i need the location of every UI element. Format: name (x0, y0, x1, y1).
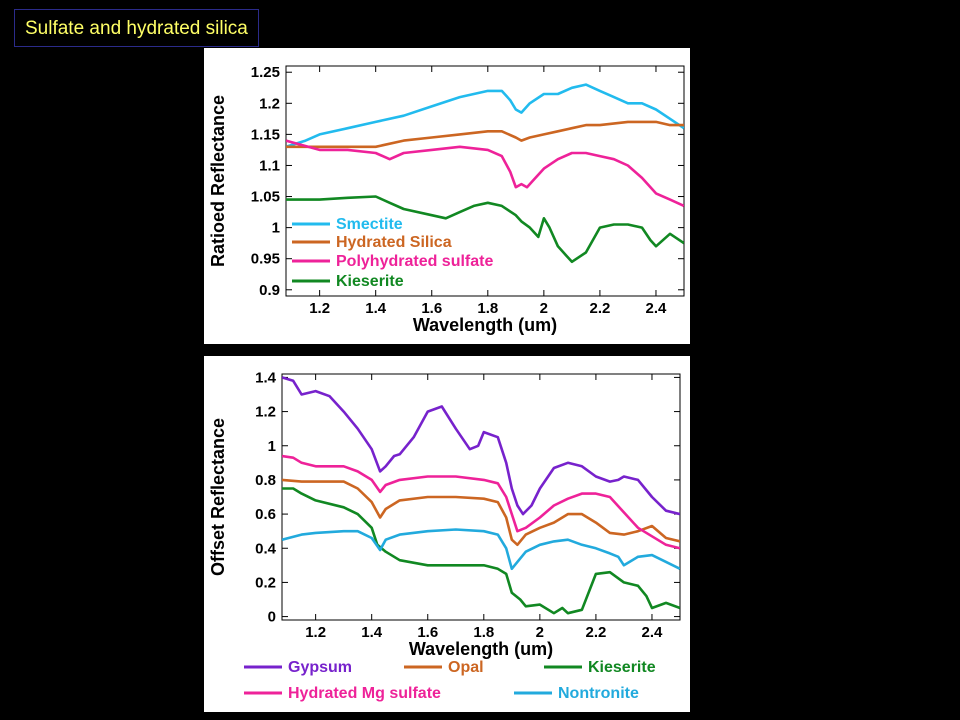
series-line-hydrated-silica (286, 120, 684, 149)
y-tick-label: 1.2 (255, 404, 276, 421)
y-axis-label: Ratioed Reflectance (208, 95, 228, 267)
legend-label-opal: Opal (448, 659, 484, 676)
legend-label-smectite: Smectite (336, 216, 403, 233)
x-tick-label: 2 (540, 300, 548, 317)
y-axis-label: Offset Reflectance (208, 418, 228, 576)
chart-ratioed-reflectance: 1.2 1.4 1.6 1.8 2 2.2 2.4 0.9 0.95 1 1.05 1.1 1.15 1.… (208, 64, 685, 335)
y-tick-label: 1.15 (251, 126, 280, 143)
legend-label-kieserite: Kieserite (588, 659, 656, 676)
y-tick-label: 0.95 (251, 251, 280, 268)
plot-frame (285, 65, 685, 297)
y-tick-label: 1.1 (259, 157, 280, 174)
series-line-kieserite (282, 487, 680, 615)
series-line-gypsum (282, 376, 680, 516)
chart-panel-ratioed-reflectance: 1.2 1.4 1.6 1.8 2 2.2 2.4 0.9 0.95 1 1.05 1.1 1.15 1.… (204, 48, 690, 344)
plot-frame (281, 373, 681, 621)
legend-label-polyhydrated-sulfate: Polyhydrated sulfate (336, 253, 493, 270)
series-line-smectite (286, 83, 684, 149)
y-tick-label: 0.2 (255, 574, 276, 591)
legend-label-hydrated-silica: Hydrated Silica (336, 234, 452, 251)
y-tick-label: 1.4 (255, 369, 277, 386)
series-line-nontronite (282, 528, 680, 571)
x-tick-label: 1.2 (309, 300, 330, 317)
slide-title: Sulfate and hydrated silica (14, 9, 259, 47)
x-tick-label: 1.4 (365, 300, 387, 317)
x-tick-label: 1.8 (477, 300, 498, 317)
series-line-hydrated-mg-sulfate (282, 454, 680, 550)
y-tick-label: 0.6 (255, 506, 276, 523)
series-line-opal (282, 478, 680, 547)
y-tick-label: 1.2 (259, 95, 280, 112)
x-axis-label: Wavelength (um) (409, 639, 553, 659)
legend-label-hydrated-mg-sulfate: Hydrated Mg sulfate (288, 685, 441, 702)
x-tick-label: 2.4 (642, 624, 664, 641)
x-tick-label: 2.4 (646, 300, 668, 317)
x-tick-label: 1.2 (305, 624, 326, 641)
y-tick-label: 1.25 (251, 64, 280, 81)
series-line-kieserite (286, 195, 684, 264)
y-tick-label: 1.05 (251, 189, 280, 206)
y-tick-label: 0 (268, 609, 276, 626)
x-tick-label: 1.8 (473, 624, 494, 641)
x-tick-label: 1.6 (417, 624, 438, 641)
x-axis-label: Wavelength (um) (413, 315, 557, 335)
x-tick-label: 2.2 (589, 300, 610, 317)
x-tick-label: 1.4 (361, 624, 383, 641)
y-tick-label: 1 (272, 220, 280, 237)
legend-label-kieserite: Kieserite (336, 273, 404, 290)
chart-offset-reflectance: 1.2 1.4 1.6 1.8 2 2.2 2.4 0 0.2 0.4 0.6 0.8 1 1.2 1.4 W… (208, 369, 681, 702)
legend-label-gypsum: Gypsum (288, 659, 352, 676)
x-tick-label: 2 (536, 624, 544, 641)
y-tick-label: 0.4 (255, 540, 277, 557)
y-tick-label: 1 (268, 438, 276, 455)
series-line-polyhydrated-sulfate (286, 139, 684, 208)
chart-panel-offset-reflectance: 1.2 1.4 1.6 1.8 2 2.2 2.4 0 0.2 0.4 0.6 0.8 1 1.2 1.4 W… (204, 356, 690, 712)
x-tick-label: 1.6 (421, 300, 442, 317)
y-tick-label: 0.8 (255, 472, 276, 489)
x-tick-label: 2.2 (585, 624, 606, 641)
y-tick-label: 0.9 (259, 282, 280, 299)
legend-label-nontronite: Nontronite (558, 685, 639, 702)
